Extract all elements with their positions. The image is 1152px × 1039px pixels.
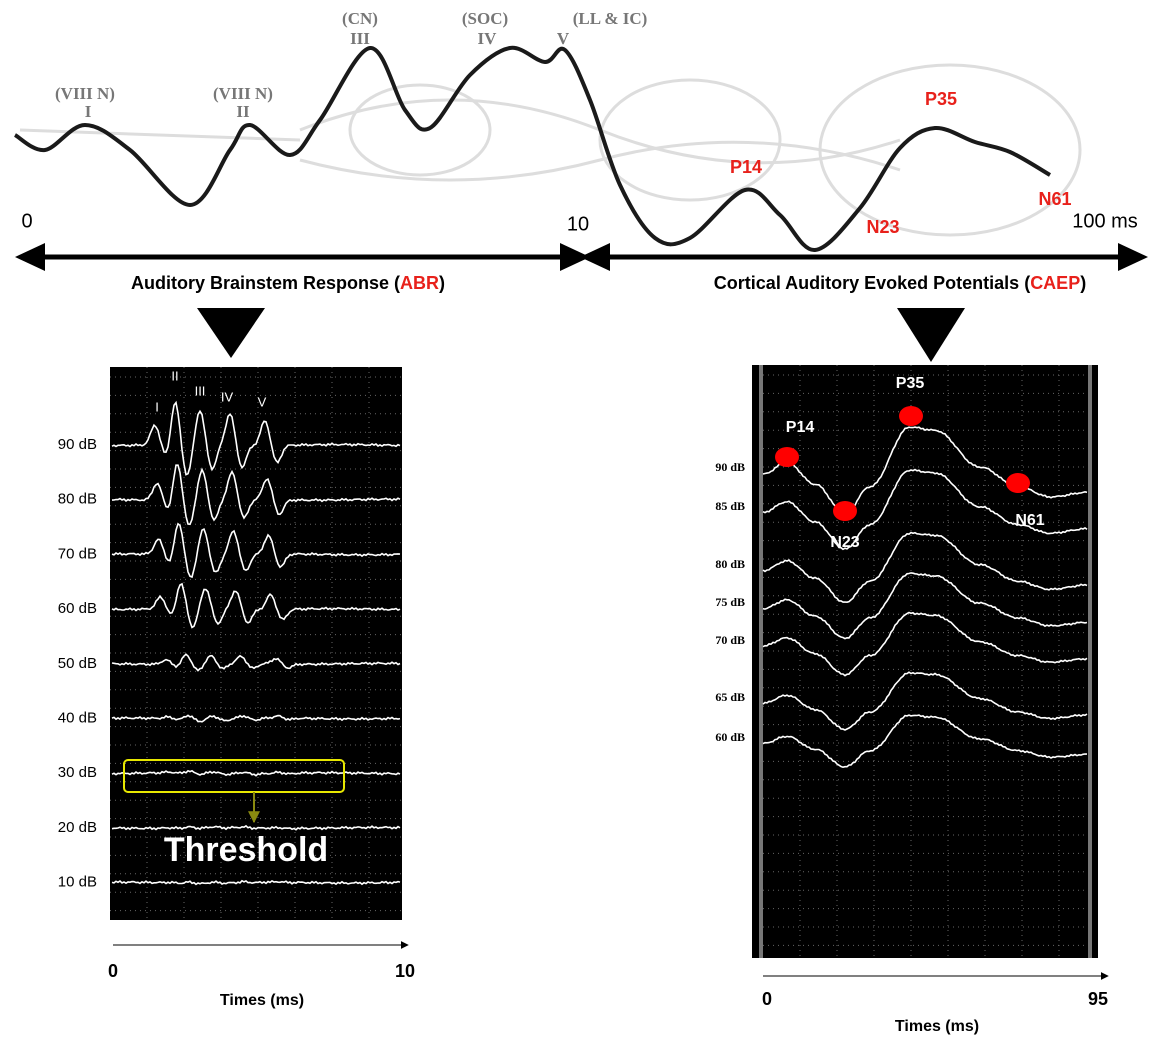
pointer (197, 308, 265, 358)
threshold-label: Threshold (164, 831, 328, 869)
level-label: 70 dB (58, 545, 97, 562)
axis-label: 10 (567, 213, 589, 235)
caption-abbr: ABR (400, 273, 439, 293)
trace (762, 714, 1088, 769)
border-line (759, 365, 763, 958)
level-label: 60 dB (58, 600, 97, 617)
x-tick-label: 95 (1088, 989, 1108, 1009)
anatomy-sketch (19, 63, 1082, 237)
caption-abbr: CAEP (1030, 273, 1080, 293)
peak-label: II (171, 368, 178, 383)
caption: Auditory Brainstem Response (ABR) (131, 273, 445, 293)
trace (762, 671, 1088, 731)
level-label: 30 dB (58, 764, 97, 781)
level-label: 20 dB (58, 819, 97, 836)
level-label: 75 dB (715, 595, 745, 609)
x-axis-title: Times (ms) (220, 992, 304, 1009)
nerve-label: (SOC) (462, 9, 508, 28)
trace (111, 824, 401, 831)
caption: Cortical Auditory Evoked Potentials (CAE… (714, 273, 1086, 293)
peak-label: P35 (896, 375, 925, 392)
trace (762, 572, 1088, 640)
caption-text: ) (1080, 273, 1086, 293)
peak-label: P35 (925, 89, 957, 109)
x-axis-title: Times (ms) (895, 1018, 979, 1035)
trace (762, 531, 1088, 604)
trace (762, 426, 1088, 515)
peak-label: III (195, 383, 206, 398)
peak-label: N61 (1038, 189, 1071, 209)
trace (762, 611, 1088, 677)
peak-label: I (155, 399, 159, 414)
peak-label: N23 (830, 534, 859, 551)
peak-label: P14 (786, 419, 815, 436)
traces (111, 400, 401, 886)
trace (111, 714, 401, 723)
level-label: 85 dB (715, 499, 745, 513)
level-labels: 90 dB 80 dB 70 dB 60 dB 50 dB 40 dB 30 dB 20 dB… (58, 436, 97, 891)
nerve-label: (VIII N) (55, 84, 115, 103)
wave-numeral: II (236, 102, 250, 121)
waveform (13, 45, 1052, 252)
nerve-label: (LL & IC) (573, 9, 648, 28)
caep-peaks: P14 N23 P35 N61 (786, 375, 1045, 551)
trace (111, 769, 401, 777)
peak-dot (899, 406, 923, 426)
caption-text: Cortical Auditory Evoked Potentials ( (714, 273, 1030, 293)
level-label: 90 dB (58, 436, 97, 453)
x-tick-label: 10 (395, 961, 415, 981)
level-label: 60 dB (715, 730, 745, 744)
level-label: 65 dB (715, 690, 745, 704)
border-line (1088, 365, 1092, 958)
range-arrows (15, 243, 1148, 271)
axis-label: 0 (21, 210, 32, 232)
wave-numeral: IV (478, 29, 498, 48)
level-label: 90 dB (715, 460, 745, 474)
peak-label: IV (221, 389, 234, 404)
level-label: 50 dB (58, 655, 97, 672)
peak-label: V (258, 394, 267, 409)
x-tick-label: 0 (762, 989, 772, 1009)
axis-label: 100 ms (1072, 210, 1138, 232)
trace (111, 582, 401, 629)
wave-labels: (VIII N) I (VIII N) II (CN) III (SOC) IV… (55, 9, 647, 121)
level-label: 80 dB (58, 491, 97, 508)
peak-label: N61 (1015, 512, 1044, 529)
level-label: 10 dB (58, 874, 97, 891)
peak-markers (775, 406, 1030, 521)
trace (762, 468, 1088, 551)
wave-numeral: V (557, 29, 570, 48)
level-label: 70 dB (715, 633, 745, 647)
wave-numeral: I (85, 102, 92, 121)
peak-dot (833, 501, 857, 521)
caption-text: ) (439, 273, 445, 293)
wave-numeral: III (350, 29, 370, 48)
trace (111, 653, 401, 672)
level-label: 40 dB (58, 709, 97, 726)
peak-label: P14 (730, 157, 762, 177)
level-label: 80 dB (715, 557, 745, 571)
trace (111, 400, 401, 476)
threshold-box (123, 759, 345, 793)
peak-dot (775, 447, 799, 467)
trace (111, 464, 401, 526)
nerve-label: (CN) (342, 9, 378, 28)
pointer (897, 308, 965, 362)
trace (111, 522, 401, 579)
trace (111, 879, 401, 886)
caption-text: Auditory Brainstem Response ( (131, 273, 400, 293)
peak-dot (1006, 473, 1030, 493)
peak-label: N23 (866, 217, 899, 237)
abr-peaks: I II III IV V (155, 368, 266, 414)
traces (762, 426, 1088, 769)
x-tick-label: 0 (108, 961, 118, 981)
level-labels: 90 dB 85 dB 80 dB 75 dB 70 dB 65 dB 60 dB (715, 460, 745, 744)
peak-labels: P14 N23 P35 N61 (730, 89, 1072, 237)
grid (763, 365, 1088, 958)
nerve-label: (VIII N) (213, 84, 273, 103)
